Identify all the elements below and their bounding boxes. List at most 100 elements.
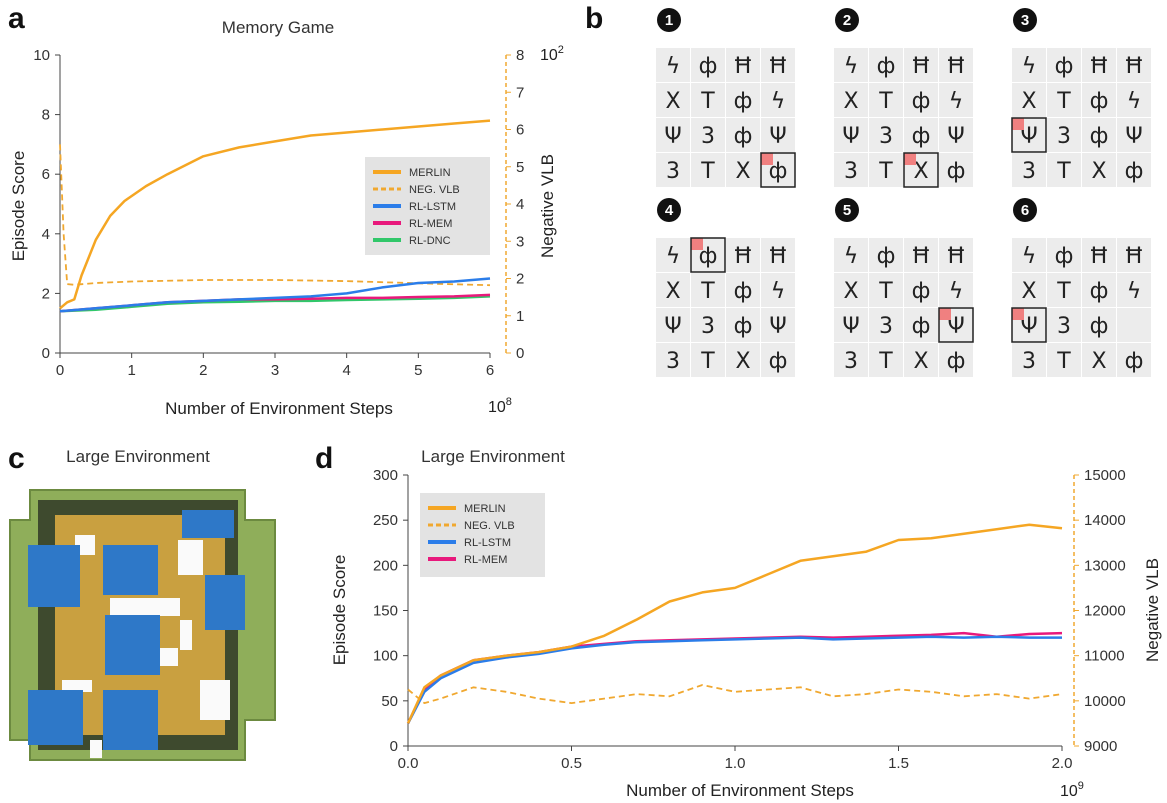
card-glyph: X bbox=[843, 279, 858, 304]
memory-card bbox=[834, 118, 868, 152]
card-glyph: ф bbox=[947, 349, 966, 374]
panel-c-environment-map: Large Environment bbox=[9, 447, 276, 761]
chartA-series-rl-lstm-line bbox=[59, 277, 491, 313]
card-glyph: X bbox=[843, 89, 858, 114]
chartD-legend-label-rl-mem: RL-MEM bbox=[464, 554, 507, 566]
memory-card bbox=[904, 48, 938, 82]
card-glyph: Ħ bbox=[946, 244, 966, 269]
chartA-x-tick-label: 3 bbox=[271, 362, 279, 379]
card-glyph: 3 bbox=[666, 159, 680, 184]
chartD-legend-label-rl-lstm: RL-LSTM bbox=[464, 537, 511, 549]
chartD-y2-tick-label: 11000 bbox=[1084, 648, 1125, 665]
card-glyph: ϟ bbox=[666, 54, 681, 79]
chartD-y-tick-label: 250 bbox=[373, 512, 398, 529]
memory-card bbox=[1117, 273, 1151, 307]
chartA-series-neg-vlb-line bbox=[59, 144, 491, 287]
chartD-y-tick-label: 0 bbox=[390, 738, 398, 755]
selected-card-frame bbox=[1011, 307, 1047, 343]
card-glyph: T bbox=[700, 159, 715, 184]
memory-card bbox=[656, 83, 690, 117]
memory-card bbox=[834, 308, 868, 342]
card-glyph: 3 bbox=[701, 314, 715, 339]
card-glyph: ф bbox=[734, 124, 753, 149]
chartA-y2-tick-label: 0 bbox=[516, 345, 524, 362]
memory-card bbox=[904, 83, 938, 117]
card-glyph: Ħ bbox=[733, 244, 753, 269]
memory-card bbox=[904, 118, 938, 152]
chart-d: Large Environment 0.0 0.5 1.0 1.5 2.0 0 50 100 1… bbox=[330, 447, 1162, 800]
card-glyph: Ħ bbox=[768, 244, 788, 269]
chartD-series-rl-lstm-line bbox=[406, 635, 1062, 724]
chartD-y2-tick-label: 9000 bbox=[1084, 738, 1117, 755]
chart-a-x-label: Number of Environment Steps bbox=[165, 399, 393, 418]
card-glyph: ф bbox=[1055, 244, 1074, 269]
card-glyph: X bbox=[1091, 349, 1106, 374]
memory-card bbox=[904, 308, 938, 342]
memory-card bbox=[1082, 238, 1116, 272]
memory-card bbox=[939, 343, 973, 377]
memory-card bbox=[691, 153, 725, 187]
selected-card-marker bbox=[1012, 308, 1024, 320]
memory-card bbox=[656, 273, 690, 307]
card-glyph: ϟ bbox=[1127, 279, 1142, 304]
chartA-y2-tick-label: 6 bbox=[516, 122, 524, 139]
chartA-legend-label-merlin: MERLIN bbox=[409, 167, 451, 179]
memory-card bbox=[1117, 48, 1151, 82]
chartA-series-merlin-line bbox=[59, 119, 491, 310]
card-glyph: X bbox=[1021, 89, 1036, 114]
selected-card-frame bbox=[903, 152, 939, 188]
panel-label-b: b bbox=[585, 2, 603, 35]
memory-card bbox=[834, 273, 868, 307]
card-glyph: Ψ bbox=[842, 124, 859, 149]
card-glyph: Ħ bbox=[1089, 244, 1109, 269]
memory-card bbox=[656, 118, 690, 152]
chartD-y2-tick-label: 15000 bbox=[1084, 467, 1126, 484]
card-glyph: X bbox=[913, 349, 928, 374]
memory-card bbox=[904, 273, 938, 307]
memory-card bbox=[1012, 48, 1046, 82]
chartA-y2-tick-label: 5 bbox=[516, 159, 524, 176]
memory-card bbox=[939, 273, 973, 307]
card-glyph: ϟ bbox=[1022, 244, 1037, 269]
card-glyph: X bbox=[1021, 279, 1036, 304]
chartD-x-tick-label: 0.5 bbox=[561, 755, 582, 772]
memory-card bbox=[834, 238, 868, 272]
card-glyph: Ψ bbox=[947, 314, 964, 339]
memory-card bbox=[726, 118, 760, 152]
card-glyph: Ψ bbox=[664, 314, 681, 339]
memory-card bbox=[1012, 83, 1046, 117]
chartD-x-tick-label: 0.0 bbox=[398, 755, 419, 772]
maze-map bbox=[9, 489, 276, 761]
memory-card bbox=[761, 118, 795, 152]
selected-card-frame bbox=[760, 152, 796, 188]
card-glyph: T bbox=[1056, 159, 1071, 184]
chartA-y2-tick-label: 3 bbox=[516, 233, 524, 250]
step-badge bbox=[657, 8, 681, 32]
memory-card bbox=[869, 48, 903, 82]
card-glyph: Ħ bbox=[768, 54, 788, 79]
chartA-y-tick-label: 2 bbox=[42, 285, 50, 302]
step-number: 3 bbox=[1021, 12, 1029, 29]
chart-a-y2-label: Negative VLB bbox=[538, 154, 557, 258]
memory-card bbox=[1082, 153, 1116, 187]
card-glyph: ф bbox=[877, 244, 896, 269]
step-number: 1 bbox=[665, 12, 673, 29]
chartA-y-tick-label: 4 bbox=[42, 226, 50, 243]
chartA-y-tick-label: 10 bbox=[33, 47, 50, 64]
memory-card bbox=[1117, 83, 1151, 117]
memory-card bbox=[1117, 308, 1151, 342]
chartD-x-tick-label: 1.5 bbox=[888, 755, 909, 772]
memory-card bbox=[1047, 153, 1081, 187]
memory-card bbox=[1047, 238, 1081, 272]
chart-a-x-exponent: 108 bbox=[488, 396, 512, 416]
card-glyph: T bbox=[700, 89, 715, 114]
card-glyph: T bbox=[700, 279, 715, 304]
card-glyph: T bbox=[1056, 89, 1071, 114]
memory-card bbox=[1012, 153, 1046, 187]
memory-card bbox=[1082, 343, 1116, 377]
